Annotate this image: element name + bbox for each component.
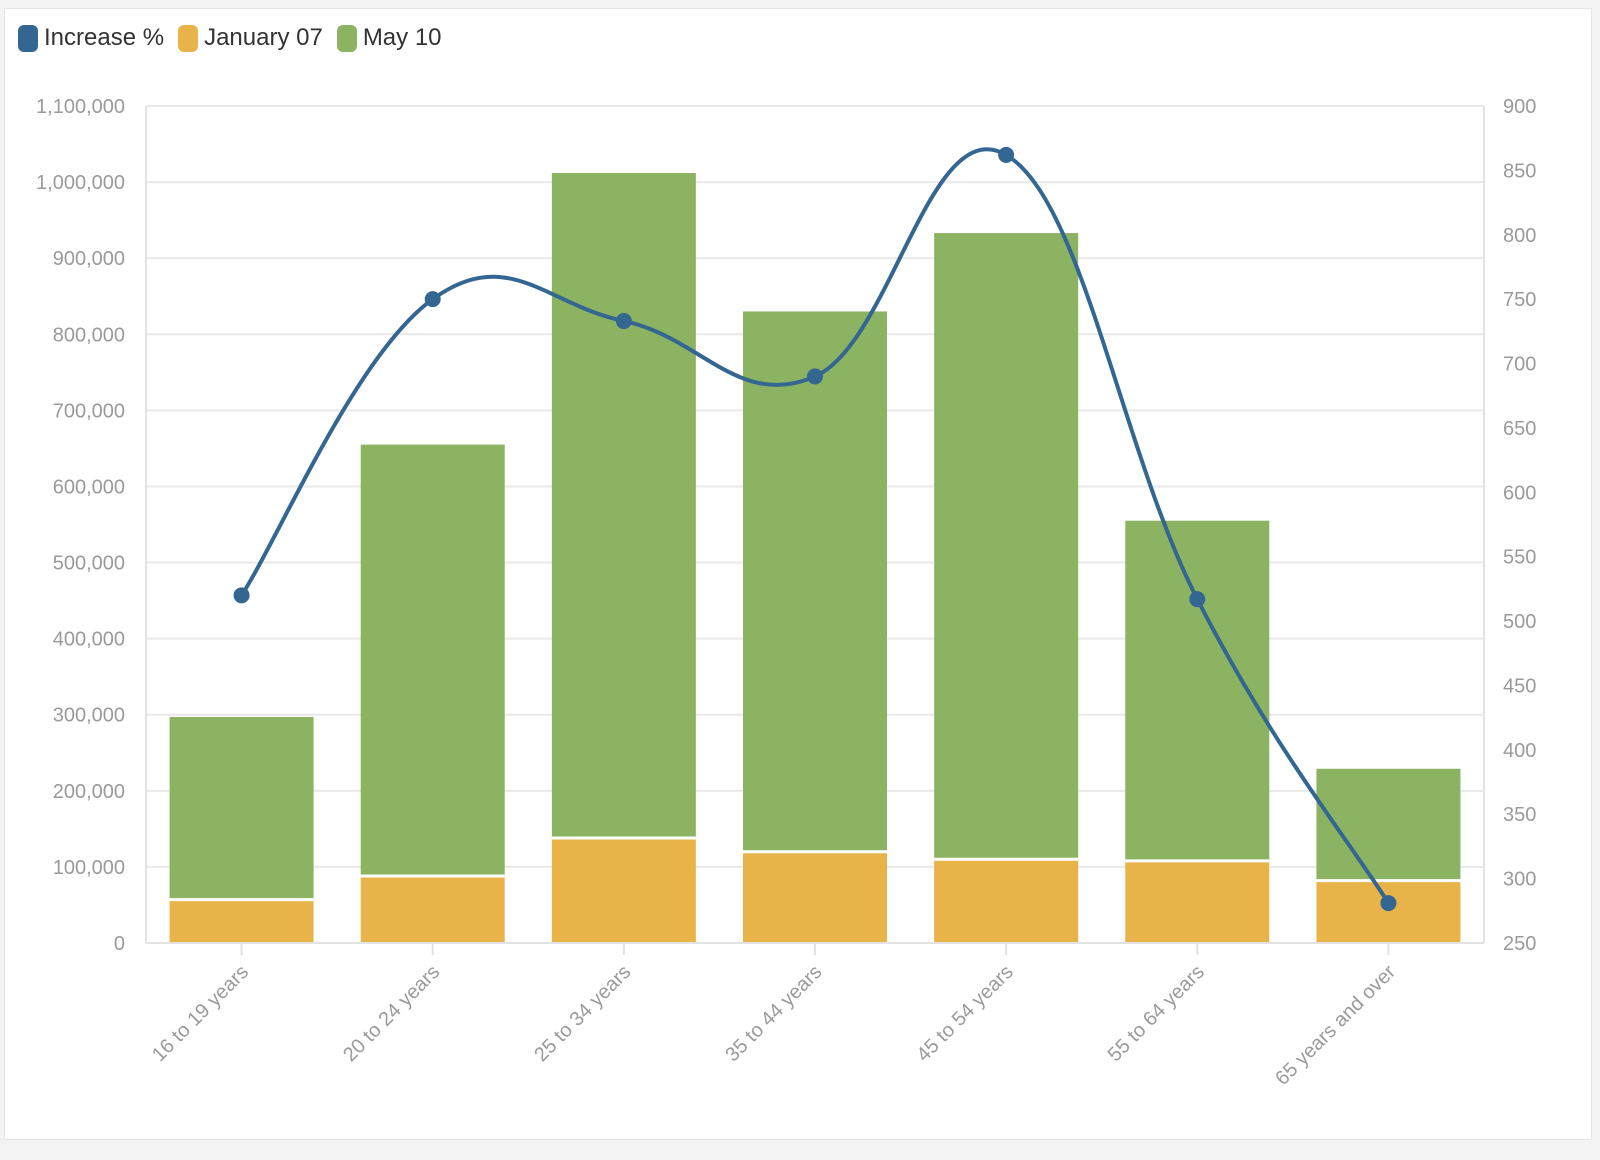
right-tick-label: 450 [1503, 675, 1536, 697]
bar-january-07 [743, 851, 887, 943]
right-tick-label: 750 [1503, 289, 1536, 311]
bar-may-10 [360, 444, 505, 877]
left-tick-label: 400,000 [53, 629, 125, 651]
bar-january-07 [934, 859, 1079, 943]
legend-label-increase: Increase % [44, 24, 165, 51]
legend: Increase % January 07 May 10 [18, 24, 456, 52]
bar-january-07 [360, 876, 505, 943]
right-axis-ticks: 250 300 350 400 450 500 550 600 650 700 750 800 850 9… [1503, 96, 1536, 955]
x-tick-label: 20 to 24 years [339, 961, 444, 1066]
right-tick-label: 650 [1503, 418, 1536, 440]
right-tick-label: 550 [1503, 547, 1536, 569]
point-increase-percent [615, 313, 632, 330]
bar-may-10 [1316, 768, 1461, 881]
bar-may-10 [169, 717, 314, 900]
line-series [233, 146, 1397, 912]
x-tick-label: 45 to 54 years [912, 961, 1017, 1066]
point-increase-percent [424, 291, 441, 308]
left-tick-label: 700,000 [53, 400, 125, 422]
left-tick-label: 300,000 [53, 705, 125, 727]
x-tick-label: 55 to 64 years [1104, 961, 1209, 1066]
legend-label-may: May 10 [362, 24, 442, 51]
left-tick-label: 100,000 [53, 857, 125, 879]
bar-may-10 [551, 172, 696, 838]
left-tick-label: 1,000,000 [36, 172, 125, 194]
legend-swatch-january [178, 24, 199, 52]
legend-item-may[interactable]: May 10 [336, 24, 442, 52]
left-axis-ticks: 0 100,000 200,000 300,000 400,000 500,000 600,… [36, 96, 125, 955]
bar-may-10 [934, 233, 1079, 860]
point-increase-percent [1380, 895, 1397, 912]
x-tick-label: 65 years and over [1271, 961, 1400, 1090]
right-tick-label: 800 [1503, 225, 1536, 247]
legend-swatch-may [336, 24, 357, 52]
right-tick-label: 500 [1503, 611, 1536, 633]
bar-series [169, 172, 1461, 943]
left-tick-label: 600,000 [53, 476, 125, 498]
right-tick-label: 400 [1503, 740, 1536, 762]
left-tick-label: 1,100,000 [36, 96, 125, 118]
left-tick-label: 500,000 [53, 553, 125, 575]
bar-january-07 [1316, 880, 1461, 943]
right-tick-label: 300 [1503, 869, 1536, 891]
bar-may-10 [743, 311, 887, 852]
point-increase-percent [807, 368, 823, 385]
legend-swatch-increase [18, 24, 38, 52]
point-increase-percent [233, 587, 250, 604]
legend-item-january[interactable]: January 07 [178, 24, 323, 52]
right-tick-label: 700 [1503, 354, 1536, 376]
right-tick-label: 350 [1503, 804, 1536, 826]
x-tick-label: 16 to 19 years [148, 961, 253, 1066]
x-tick-label: 35 to 44 years [721, 961, 826, 1066]
point-increase-percent [1189, 591, 1206, 608]
legend-label-january: January 07 [204, 24, 323, 51]
left-tick-label: 0 [114, 933, 125, 955]
bar-january-07 [169, 899, 314, 943]
right-tick-label: 900 [1503, 96, 1536, 118]
right-tick-label: 850 [1503, 160, 1536, 182]
left-tick-label: 900,000 [53, 248, 125, 270]
left-tick-label: 200,000 [53, 781, 125, 803]
x-tick-label: 25 to 34 years [530, 961, 635, 1066]
x-axis: 16 to 19 years 20 to 24 years 25 to 34 yea… [146, 942, 1484, 1090]
legend-item-increase[interactable]: Increase % [18, 24, 164, 52]
bar-may-10 [1125, 520, 1270, 861]
left-tick-label: 800,000 [53, 324, 125, 346]
point-increase-percent [998, 146, 1015, 163]
bar-january-07 [1125, 860, 1270, 943]
right-tick-label: 600 [1503, 482, 1536, 504]
bar-january-07 [551, 837, 696, 943]
right-tick-label: 250 [1503, 933, 1536, 955]
